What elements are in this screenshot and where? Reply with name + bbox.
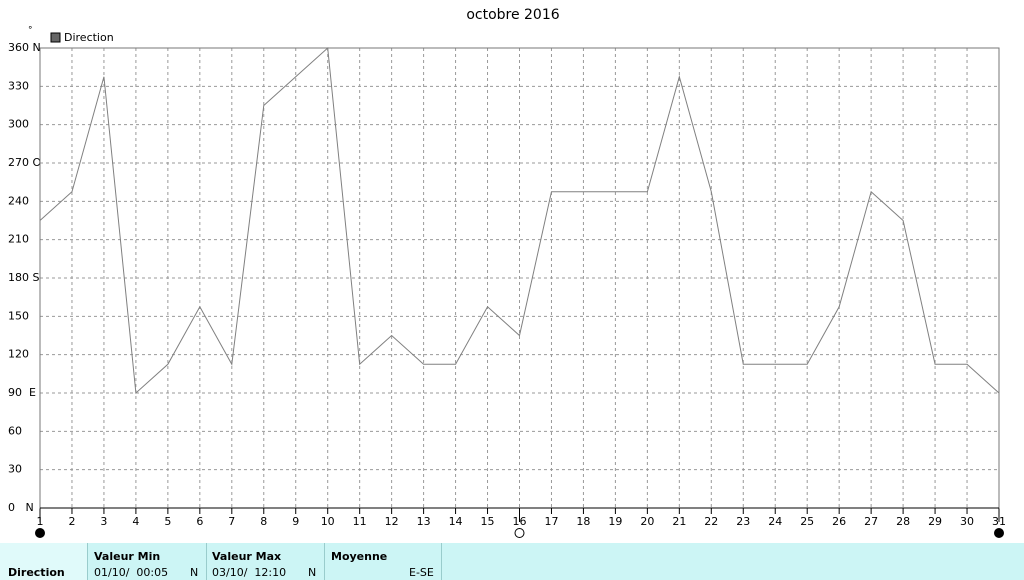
y-tick-label: 330 xyxy=(8,79,29,92)
y-tick-label: 210 xyxy=(8,233,29,246)
marker xyxy=(994,528,1004,538)
chart-title: octobre 2016 xyxy=(466,7,559,23)
summary-table: Direction Valeur Min 01/10/ 00:05 N Vale… xyxy=(0,543,1024,580)
y-tick-label: 0 N xyxy=(8,501,34,514)
x-tick-label: 4 xyxy=(132,515,139,528)
y-unit: ° xyxy=(28,26,33,36)
series-line xyxy=(39,46,1000,395)
header: Moyenne xyxy=(331,550,388,563)
x-tick-label: 11 xyxy=(353,515,367,528)
y-tick-label: 150 xyxy=(8,309,29,322)
x-tick-label: 29 xyxy=(928,515,942,528)
legend-swatch xyxy=(50,32,61,43)
x-tick-label: 2 xyxy=(68,515,75,528)
dir: E-SE xyxy=(409,566,434,579)
x-tick-label: 22 xyxy=(704,515,718,528)
x-tick-label: 28 xyxy=(896,515,910,528)
cell xyxy=(0,543,88,580)
x-tick-label: 26 xyxy=(832,515,846,528)
x-tick-label: 17 xyxy=(544,515,558,528)
cell xyxy=(88,543,207,580)
x-tick-label: 12 xyxy=(385,515,399,528)
y-tick-label: 30 xyxy=(8,463,22,476)
x-tick-label: 9 xyxy=(292,515,299,528)
y-tick-label: 90 E xyxy=(8,386,36,399)
x-tick-label: 20 xyxy=(640,515,654,528)
x-tick-label: 5 xyxy=(164,515,171,528)
x-tick-label: 30 xyxy=(960,515,974,528)
marker xyxy=(514,528,525,538)
y-tick-label: 300 xyxy=(8,118,29,131)
x-tick-label: 8 xyxy=(260,515,267,528)
x-tick-label: 15 xyxy=(481,515,495,528)
x-tick-label: 6 xyxy=(196,515,203,528)
y-tick-label: 270 O xyxy=(8,156,41,169)
dir: N xyxy=(190,566,199,579)
marker xyxy=(35,528,45,538)
y-tick-label: 180 S xyxy=(8,271,39,284)
dir: N xyxy=(308,566,317,579)
row-label: Direction xyxy=(8,566,65,579)
legend-label: Direction xyxy=(64,31,114,44)
x-tick-label: 1 xyxy=(37,515,44,528)
x-tick-label: 18 xyxy=(576,515,590,528)
cell xyxy=(325,543,442,580)
x-tick-label: 31 xyxy=(992,515,1006,528)
date: 01/10/ 00:05 xyxy=(94,566,169,579)
x-tick-label: 14 xyxy=(449,515,463,528)
x-tick-label: 3 xyxy=(100,515,107,528)
x-tick-label: 10 xyxy=(321,515,335,528)
x-tick-label: 24 xyxy=(768,515,782,528)
x-tick-label: 27 xyxy=(864,515,878,528)
y-tick-label: 120 xyxy=(8,348,29,361)
x-tick-label: 13 xyxy=(417,515,431,528)
y-tick-label: 60 xyxy=(8,424,22,437)
header: Valeur Max xyxy=(212,550,282,563)
header: Valeur Min xyxy=(94,550,161,563)
x-tick-label: 16 xyxy=(513,515,527,528)
date: 03/10/ 12:10 xyxy=(212,566,287,579)
cell xyxy=(207,543,325,580)
y-tick-label: 360 N xyxy=(8,41,41,54)
x-tick-label: 23 xyxy=(736,515,750,528)
y-tick-label: 240 xyxy=(8,194,29,207)
x-tick-label: 7 xyxy=(228,515,235,528)
x-tick-label: 19 xyxy=(608,515,622,528)
x-tick-label: 25 xyxy=(800,515,814,528)
x-tick-label: 21 xyxy=(672,515,686,528)
